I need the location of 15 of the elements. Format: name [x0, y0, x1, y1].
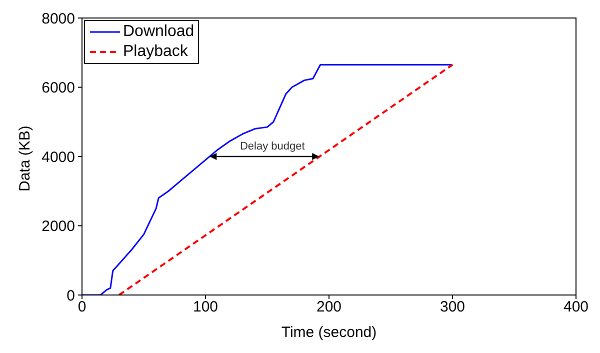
y-tick-label: 6000 — [42, 80, 75, 97]
y-tick-label: 4000 — [42, 148, 75, 166]
annotation: Delay budget — [240, 140, 305, 152]
x-tick-label: 300 — [440, 298, 466, 316]
y-tick-label: 0 — [66, 287, 75, 304]
x-tick-label: 200 — [316, 298, 342, 316]
legend-label: Playback — [123, 42, 188, 62]
legend-label: Download — [123, 22, 194, 42]
x-tick-label: 100 — [192, 298, 218, 316]
x-tick-label: 0 — [78, 298, 86, 316]
x-axis-title: Time (second) — [281, 324, 377, 341]
y-tick-label: 8000 — [42, 10, 75, 28]
y-tick-label: 2000 — [42, 218, 75, 236]
x-tick-label: 400 — [563, 298, 589, 316]
y-axis-title: Data (KB) — [16, 126, 34, 192]
